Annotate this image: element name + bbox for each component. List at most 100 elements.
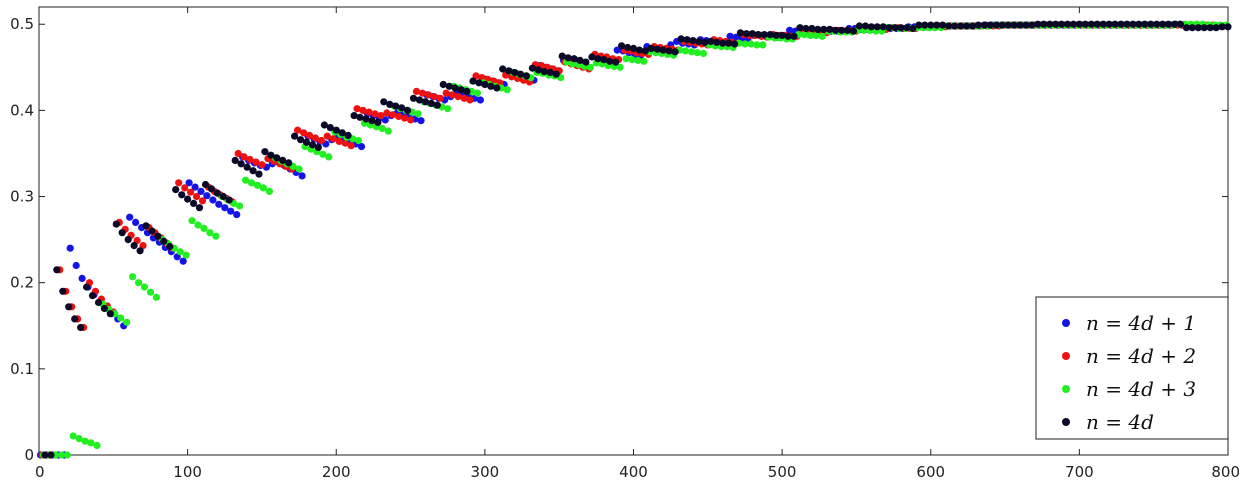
data-point [323, 132, 331, 140]
data-point [808, 24, 816, 33]
data-point [576, 56, 584, 64]
data-point [418, 89, 427, 97]
data-point [732, 33, 740, 41]
data-point [172, 186, 180, 194]
data-point [677, 35, 685, 43]
legend-label: n = 4d [1086, 410, 1154, 434]
data-point [909, 24, 917, 33]
data-point [65, 303, 73, 311]
data-point [308, 141, 317, 149]
data-point [1052, 20, 1060, 28]
data-point [689, 37, 697, 45]
data-point [188, 217, 196, 225]
data-point [753, 41, 761, 49]
data-point [516, 70, 525, 78]
data-point [510, 68, 519, 77]
data-point [237, 160, 245, 168]
data-point [231, 156, 239, 164]
data-point [78, 274, 86, 282]
data-point [47, 451, 55, 459]
data-point [826, 25, 834, 33]
x-tick-label: 200 [322, 463, 351, 481]
data-point [634, 56, 642, 64]
data-point [129, 273, 137, 281]
data-point [1212, 24, 1220, 32]
legend-marker [1062, 319, 1070, 327]
data-point [1081, 20, 1089, 28]
data-point [77, 323, 85, 332]
data-point [475, 79, 483, 87]
data-point [1028, 21, 1036, 29]
data-point [350, 112, 358, 120]
data-point [528, 64, 537, 72]
data-point [194, 221, 202, 229]
data-point [1057, 20, 1066, 28]
data-point [1188, 24, 1196, 32]
data-point [347, 142, 355, 150]
plot-area [38, 6, 1229, 456]
data-point [100, 304, 108, 313]
data-point [552, 70, 560, 78]
data-point [1123, 20, 1131, 28]
data-point [209, 196, 217, 204]
data-point [354, 136, 363, 145]
data-point [83, 283, 91, 291]
data-point [564, 54, 572, 62]
data-point [206, 229, 214, 237]
legend-marker [1062, 418, 1070, 426]
data-point [992, 21, 1000, 29]
axes: 0 100 200 300 400 500 600 700 800 0 0.1 0.2 0.3 0.4 0.… [10, 7, 1240, 481]
data-point [1099, 20, 1107, 28]
data-point [616, 63, 624, 71]
data-point [243, 163, 251, 171]
data-point [766, 30, 774, 39]
data-point [279, 156, 287, 164]
data-point [261, 148, 269, 156]
data-point [695, 37, 703, 46]
data-point [683, 36, 691, 44]
data-point [867, 23, 875, 31]
data-point [466, 96, 474, 104]
data-point [247, 179, 256, 187]
data-point [759, 41, 767, 49]
data-point [424, 91, 432, 99]
data-point [106, 310, 114, 318]
data-point [198, 197, 207, 205]
data-point [493, 84, 501, 92]
data-point [117, 314, 125, 322]
data-point [454, 93, 462, 101]
data-point [285, 159, 293, 167]
data-point [1129, 20, 1137, 28]
data-point [203, 192, 211, 200]
legend: n = 4d + 1 n = 4d + 2 n = 4d + 3 n = 4d [1035, 296, 1229, 440]
data-point [879, 23, 887, 31]
data-point [736, 29, 745, 37]
data-point [457, 86, 465, 94]
data-point [317, 136, 325, 145]
data-point [436, 94, 444, 102]
data-point [812, 31, 820, 39]
data-point [407, 116, 415, 124]
x-tick-label: 400 [619, 463, 648, 481]
data-point [796, 24, 804, 32]
data-point [176, 248, 184, 256]
data-point [377, 112, 385, 120]
data-point [300, 129, 308, 137]
data-point [629, 44, 638, 53]
data-point [148, 227, 156, 235]
data-point [320, 121, 328, 129]
data-point [1176, 20, 1184, 28]
data-point [748, 30, 757, 38]
data-points [36, 20, 1232, 459]
legend-label: n = 4d + 2 [1086, 344, 1196, 368]
data-point [659, 46, 667, 54]
data-point [412, 87, 421, 95]
data-point [191, 183, 199, 191]
data-point [69, 432, 77, 440]
data-point [927, 21, 935, 29]
data-point [365, 108, 373, 116]
data-point [294, 126, 302, 134]
data-point [130, 242, 138, 250]
data-point [693, 49, 702, 57]
